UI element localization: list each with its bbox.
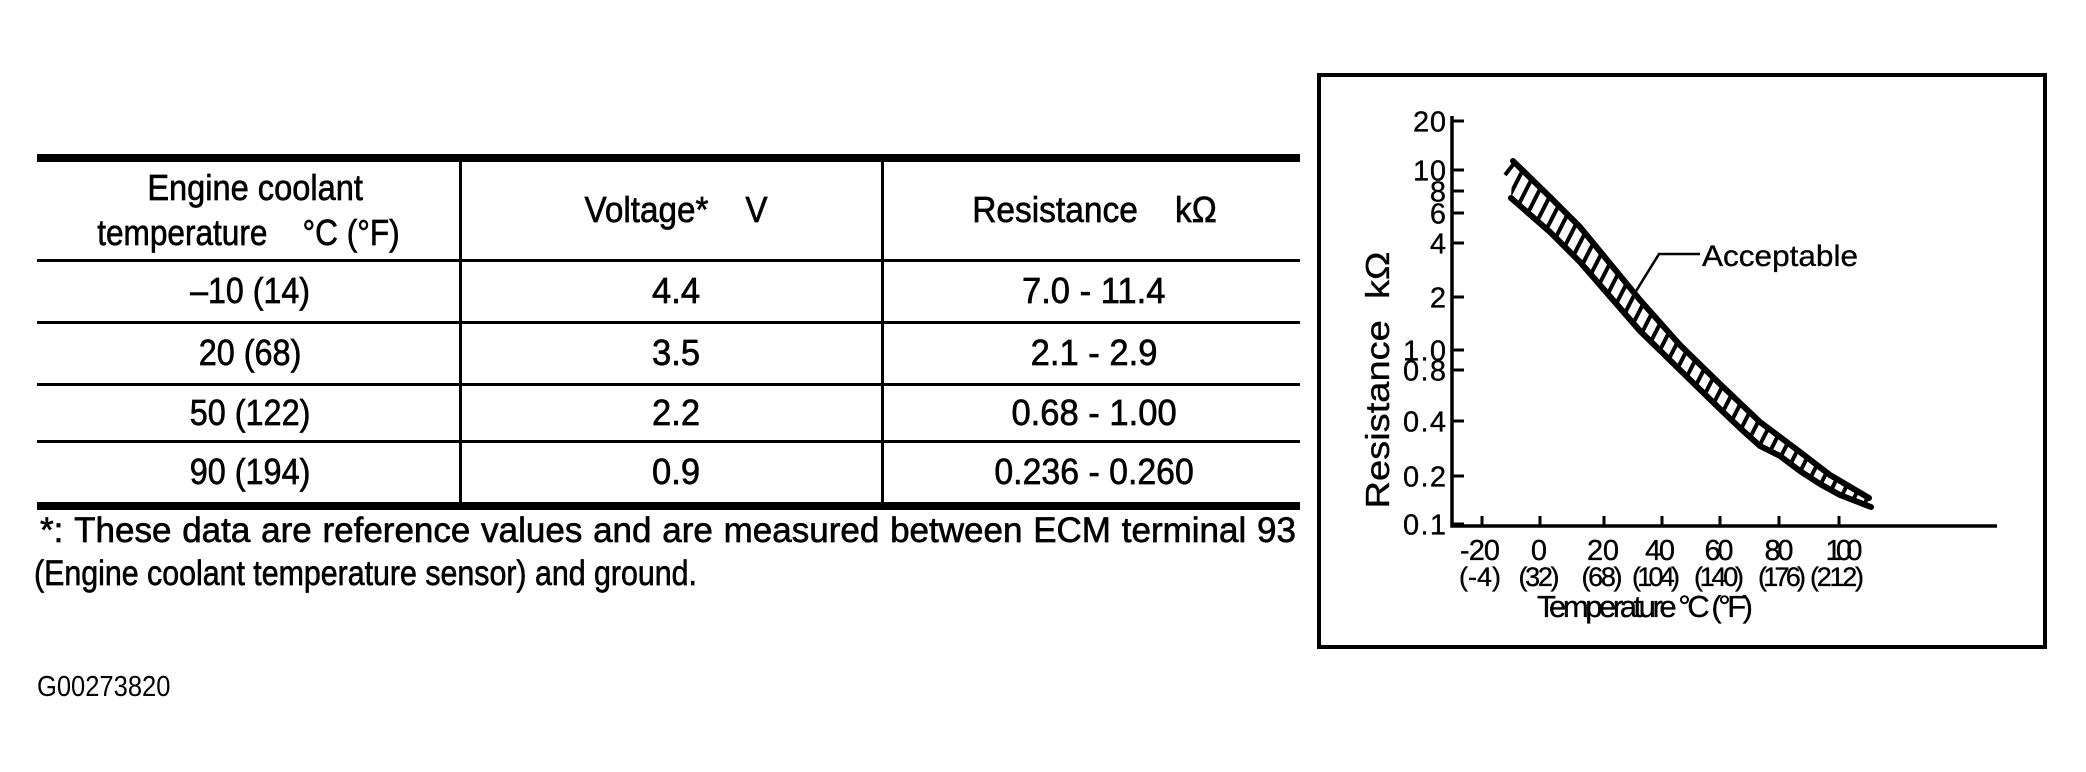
svg-text:(176): (176) — [1758, 562, 1806, 592]
svg-text:4: 4 — [1430, 229, 1446, 261]
svg-text:Temperature °C (°F): Temperature °C (°F) — [1537, 589, 1753, 624]
svg-text:0.2: 0.2 — [1403, 462, 1446, 494]
svg-text:8: 8 — [1430, 177, 1446, 209]
svg-text:Resistance kΩ: Resistance kΩ — [1359, 252, 1396, 509]
svg-text:Acceptable: Acceptable — [1702, 240, 1858, 273]
svg-text:6: 6 — [1430, 199, 1446, 231]
svg-text:0.1: 0.1 — [1403, 510, 1446, 542]
svg-text:1.0: 1.0 — [1403, 336, 1446, 368]
svg-text:(68): (68) — [1582, 562, 1623, 592]
svg-text:2: 2 — [1430, 283, 1446, 315]
svg-text:(140): (140) — [1694, 562, 1744, 592]
svg-text:100: 100 — [1826, 535, 1863, 567]
svg-text:(104): (104) — [1632, 562, 1680, 592]
svg-text:20: 20 — [1587, 535, 1619, 567]
svg-text:(-4): (-4) — [1459, 562, 1501, 592]
svg-text:0: 0 — [1531, 535, 1547, 567]
svg-text:0.4: 0.4 — [1403, 407, 1446, 439]
svg-text:40: 40 — [1645, 535, 1675, 567]
svg-text:10: 10 — [1413, 156, 1446, 188]
svg-text:20: 20 — [1413, 107, 1446, 139]
svg-text:-20: -20 — [1460, 535, 1500, 567]
svg-text:(212): (212) — [1810, 562, 1864, 592]
svg-text:0.8: 0.8 — [1403, 356, 1446, 388]
svg-text:60: 60 — [1705, 535, 1734, 567]
svg-text:80: 80 — [1765, 535, 1794, 567]
svg-text:(32): (32) — [1519, 562, 1560, 592]
